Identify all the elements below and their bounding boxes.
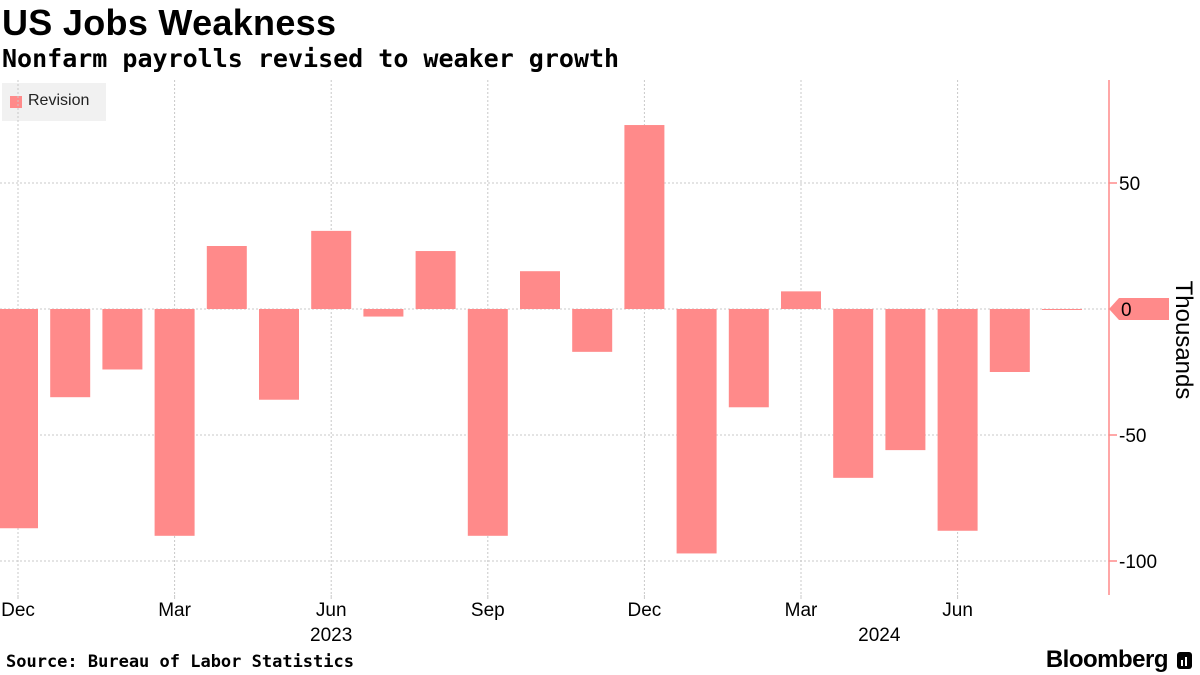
x-tick-label-mar-3: Mar [158, 600, 191, 621]
chart-title: US Jobs Weakness [2, 2, 337, 43]
bar-jan-2023 [50, 309, 91, 398]
last-value-label: 0 [1121, 300, 1132, 321]
chart-subtitle: Nonfarm payrolls revised to weaker growt… [2, 44, 620, 73]
bar-mar-2024 [781, 291, 821, 309]
x-tick-label-jun-6: Jun [316, 600, 347, 621]
x-year-label-2023: 2023 [310, 625, 352, 646]
bar-jul-2024 [989, 309, 1030, 372]
bar-apr-2023 [206, 246, 247, 309]
bar-apr-2024 [833, 309, 874, 478]
x-tick-label-jun-18: Jun [942, 600, 973, 621]
bar-jun-2023 [311, 230, 352, 309]
y-axis-title: Thousands [1170, 281, 1197, 400]
legend-swatch [10, 96, 22, 108]
y-tick-label-50: 50 [1119, 174, 1140, 195]
bar-nov-2023 [572, 309, 613, 352]
y-tick-label-neg100: -100 [1119, 552, 1157, 573]
bar-aug-2023 [415, 251, 456, 309]
bloomberg-terminal-icon [1177, 652, 1192, 669]
bar-dec-2022 [0, 309, 38, 529]
source-note: Source: Bureau of Labor Statistics [6, 652, 354, 672]
x-tick-label-dec-12: Dec [628, 600, 662, 621]
legend-label-revision: Revision [28, 92, 90, 109]
x-year-label-2024: 2024 [858, 625, 901, 646]
bar-mar-2023 [154, 309, 195, 536]
bar-feb-2024 [728, 309, 769, 408]
x-tick-label-dec-0: Dec [1, 600, 35, 621]
bar-may-2024 [885, 309, 926, 451]
bar-jan-2024 [676, 309, 717, 554]
bar-sep-2023 [467, 309, 508, 536]
legend: Revision [2, 83, 106, 121]
bar-jun-2024 [937, 309, 978, 531]
x-tick-label-sep-9: Sep [471, 600, 505, 621]
bloomberg-logo: Bloomberg [1045, 646, 1169, 673]
x-tick-label-mar-15: Mar [785, 600, 818, 621]
bar-may-2023 [259, 309, 299, 400]
bar-jul-2023 [363, 309, 404, 317]
last-value-callout [1109, 298, 1169, 320]
bar-dec-2023 [624, 125, 665, 309]
y-tick-label-neg50: -50 [1119, 426, 1146, 447]
bar-oct-2023 [520, 271, 560, 309]
bar-feb-2023 [102, 309, 143, 370]
bar-aug-2024 [1042, 309, 1082, 310]
